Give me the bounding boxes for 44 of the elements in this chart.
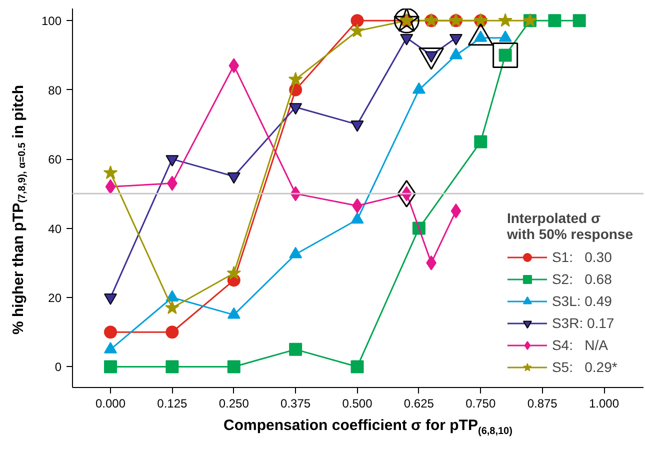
legend-label: S1: 0.30 [552,248,612,267]
x-tick-label: 0.750 [466,396,496,410]
point [289,342,302,356]
legend-label: S2: 0.68 [552,270,612,289]
x-tick-label: 0.500 [342,396,373,410]
point [498,13,512,27]
y-tick-label: 100 [41,14,62,28]
x-tick-label: 0.250 [218,396,250,410]
point [492,42,518,68]
x-tick-label: 0.375 [280,396,311,410]
point [226,266,242,280]
point [228,58,240,74]
point [350,24,364,38]
x-tick-label: 0.625 [404,396,434,410]
y-tick-label: 20 [48,291,62,306]
x-tick-label: 0.875 [527,396,558,410]
point [104,360,117,374]
point [166,360,179,374]
x-tick-label: 1.000 [589,396,620,410]
point [227,360,240,374]
point [166,326,179,339]
point [474,135,488,148]
point [548,14,562,28]
point [350,360,364,374]
x-tick-label: 0.000 [95,396,126,410]
point [288,72,303,86]
legend-title: Interpolated σ with 50% response [506,210,633,242]
y-tick-label: 40 [48,222,62,236]
point [572,14,586,28]
point [350,14,364,28]
y-tick-label: 0 [54,360,62,374]
legend-label: S5: 0.29* [552,358,618,377]
point [165,300,180,314]
y-tick-label: 80 [48,83,62,98]
point [103,165,118,180]
legend-label: S3R: 0.17 [552,314,614,333]
point [105,179,116,194]
legend-label: S3L: 0.49 [552,292,612,311]
legend-label: S4: N/A [552,336,608,355]
x-axis-title: Compensation coefficient σ for pTP$_{(6,8,10)}$ [224,416,512,439]
point [450,203,462,218]
point [104,326,117,339]
x-tick-label: 0.125 [157,396,188,410]
y-tick-label: 60 [48,152,62,167]
